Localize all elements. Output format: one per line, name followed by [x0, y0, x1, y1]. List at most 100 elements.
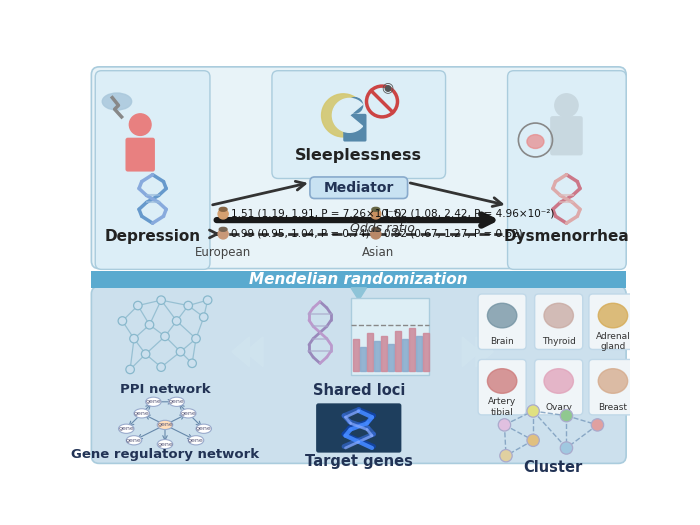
Bar	[389, 344, 393, 371]
Ellipse shape	[130, 114, 151, 135]
Ellipse shape	[487, 303, 517, 328]
Circle shape	[130, 334, 139, 343]
FancyBboxPatch shape	[508, 71, 626, 269]
Text: gene: gene	[196, 426, 211, 431]
Circle shape	[184, 301, 192, 310]
Polygon shape	[232, 337, 249, 366]
Ellipse shape	[102, 93, 132, 110]
Ellipse shape	[158, 439, 173, 449]
Ellipse shape	[219, 207, 227, 211]
Circle shape	[157, 363, 165, 371]
Ellipse shape	[527, 134, 544, 149]
Circle shape	[527, 434, 539, 446]
Text: gene: gene	[181, 411, 196, 416]
Text: Adrenal
gland: Adrenal gland	[596, 332, 630, 351]
Text: gene: gene	[146, 400, 161, 404]
FancyBboxPatch shape	[310, 177, 407, 198]
Bar	[368, 333, 372, 371]
Circle shape	[134, 301, 142, 310]
Ellipse shape	[188, 436, 204, 445]
Circle shape	[118, 317, 127, 325]
Text: gene: gene	[134, 411, 150, 416]
Ellipse shape	[372, 227, 379, 231]
FancyBboxPatch shape	[589, 360, 637, 415]
Circle shape	[145, 321, 154, 329]
Ellipse shape	[347, 98, 363, 113]
Bar	[92, 271, 626, 288]
Ellipse shape	[544, 303, 573, 328]
Bar	[374, 341, 379, 371]
FancyBboxPatch shape	[535, 294, 582, 350]
Wedge shape	[332, 98, 363, 132]
Bar	[395, 331, 400, 371]
Polygon shape	[246, 337, 263, 366]
Circle shape	[161, 332, 169, 341]
Circle shape	[192, 334, 200, 343]
FancyBboxPatch shape	[343, 114, 367, 142]
Circle shape	[141, 350, 150, 358]
Ellipse shape	[118, 424, 134, 433]
Ellipse shape	[181, 409, 196, 418]
Text: Ovary: Ovary	[545, 403, 572, 412]
FancyBboxPatch shape	[95, 71, 210, 269]
Text: 1.51 (1.19, 1.91, P = 7.26×10⁻⁴): 1.51 (1.19, 1.91, P = 7.26×10⁻⁴)	[231, 209, 402, 219]
Circle shape	[527, 405, 539, 417]
Bar	[402, 339, 407, 371]
Circle shape	[126, 365, 134, 374]
Ellipse shape	[158, 421, 173, 429]
Ellipse shape	[544, 369, 573, 393]
Text: gene: gene	[188, 438, 204, 443]
FancyBboxPatch shape	[272, 71, 446, 178]
Text: PPI network: PPI network	[120, 383, 210, 395]
Text: Mediator: Mediator	[323, 181, 394, 195]
FancyBboxPatch shape	[316, 403, 401, 453]
Text: Depression: Depression	[104, 229, 201, 244]
FancyBboxPatch shape	[92, 67, 626, 269]
FancyBboxPatch shape	[535, 360, 582, 415]
Circle shape	[172, 317, 181, 325]
FancyBboxPatch shape	[478, 294, 526, 350]
Ellipse shape	[134, 409, 150, 418]
Text: Artery
tibial: Artery tibial	[488, 397, 517, 417]
Text: Shared loci: Shared loci	[313, 383, 405, 397]
Ellipse shape	[196, 424, 211, 433]
Ellipse shape	[372, 207, 379, 211]
Text: Sleeplessness: Sleeplessness	[295, 148, 422, 163]
Ellipse shape	[487, 369, 517, 393]
Text: Odds ratio: Odds ratio	[349, 222, 414, 235]
Ellipse shape	[598, 303, 628, 328]
Circle shape	[560, 410, 573, 422]
Text: Brain: Brain	[490, 337, 514, 346]
Text: gene: gene	[157, 423, 173, 427]
Text: Breast: Breast	[598, 403, 627, 412]
Polygon shape	[476, 337, 494, 366]
Text: European: European	[195, 246, 251, 259]
Circle shape	[500, 449, 512, 462]
Bar	[416, 336, 421, 371]
Circle shape	[188, 359, 197, 368]
FancyBboxPatch shape	[589, 294, 637, 350]
Text: 0.99 (0.95, 1.04, P = 0.74): 0.99 (0.95, 1.04, P = 0.74)	[231, 229, 370, 239]
Text: gene: gene	[169, 400, 185, 404]
Circle shape	[560, 442, 573, 454]
FancyBboxPatch shape	[351, 298, 428, 375]
Ellipse shape	[218, 229, 228, 239]
Ellipse shape	[218, 209, 228, 219]
Text: gene: gene	[118, 426, 134, 431]
Text: Mendelian randomization: Mendelian randomization	[249, 272, 468, 287]
Bar	[360, 346, 365, 371]
Ellipse shape	[219, 227, 227, 231]
Text: Dysmenorrhea: Dysmenorrhea	[503, 229, 629, 244]
FancyBboxPatch shape	[125, 138, 155, 172]
Ellipse shape	[126, 436, 141, 445]
Ellipse shape	[169, 397, 184, 406]
Text: Gene regulatory network: Gene regulatory network	[71, 448, 259, 461]
Polygon shape	[462, 337, 480, 366]
Ellipse shape	[555, 94, 578, 117]
Bar	[354, 339, 358, 371]
Circle shape	[592, 419, 603, 431]
Circle shape	[176, 348, 185, 356]
Ellipse shape	[371, 209, 381, 219]
Bar	[382, 336, 386, 371]
Circle shape	[157, 296, 165, 304]
